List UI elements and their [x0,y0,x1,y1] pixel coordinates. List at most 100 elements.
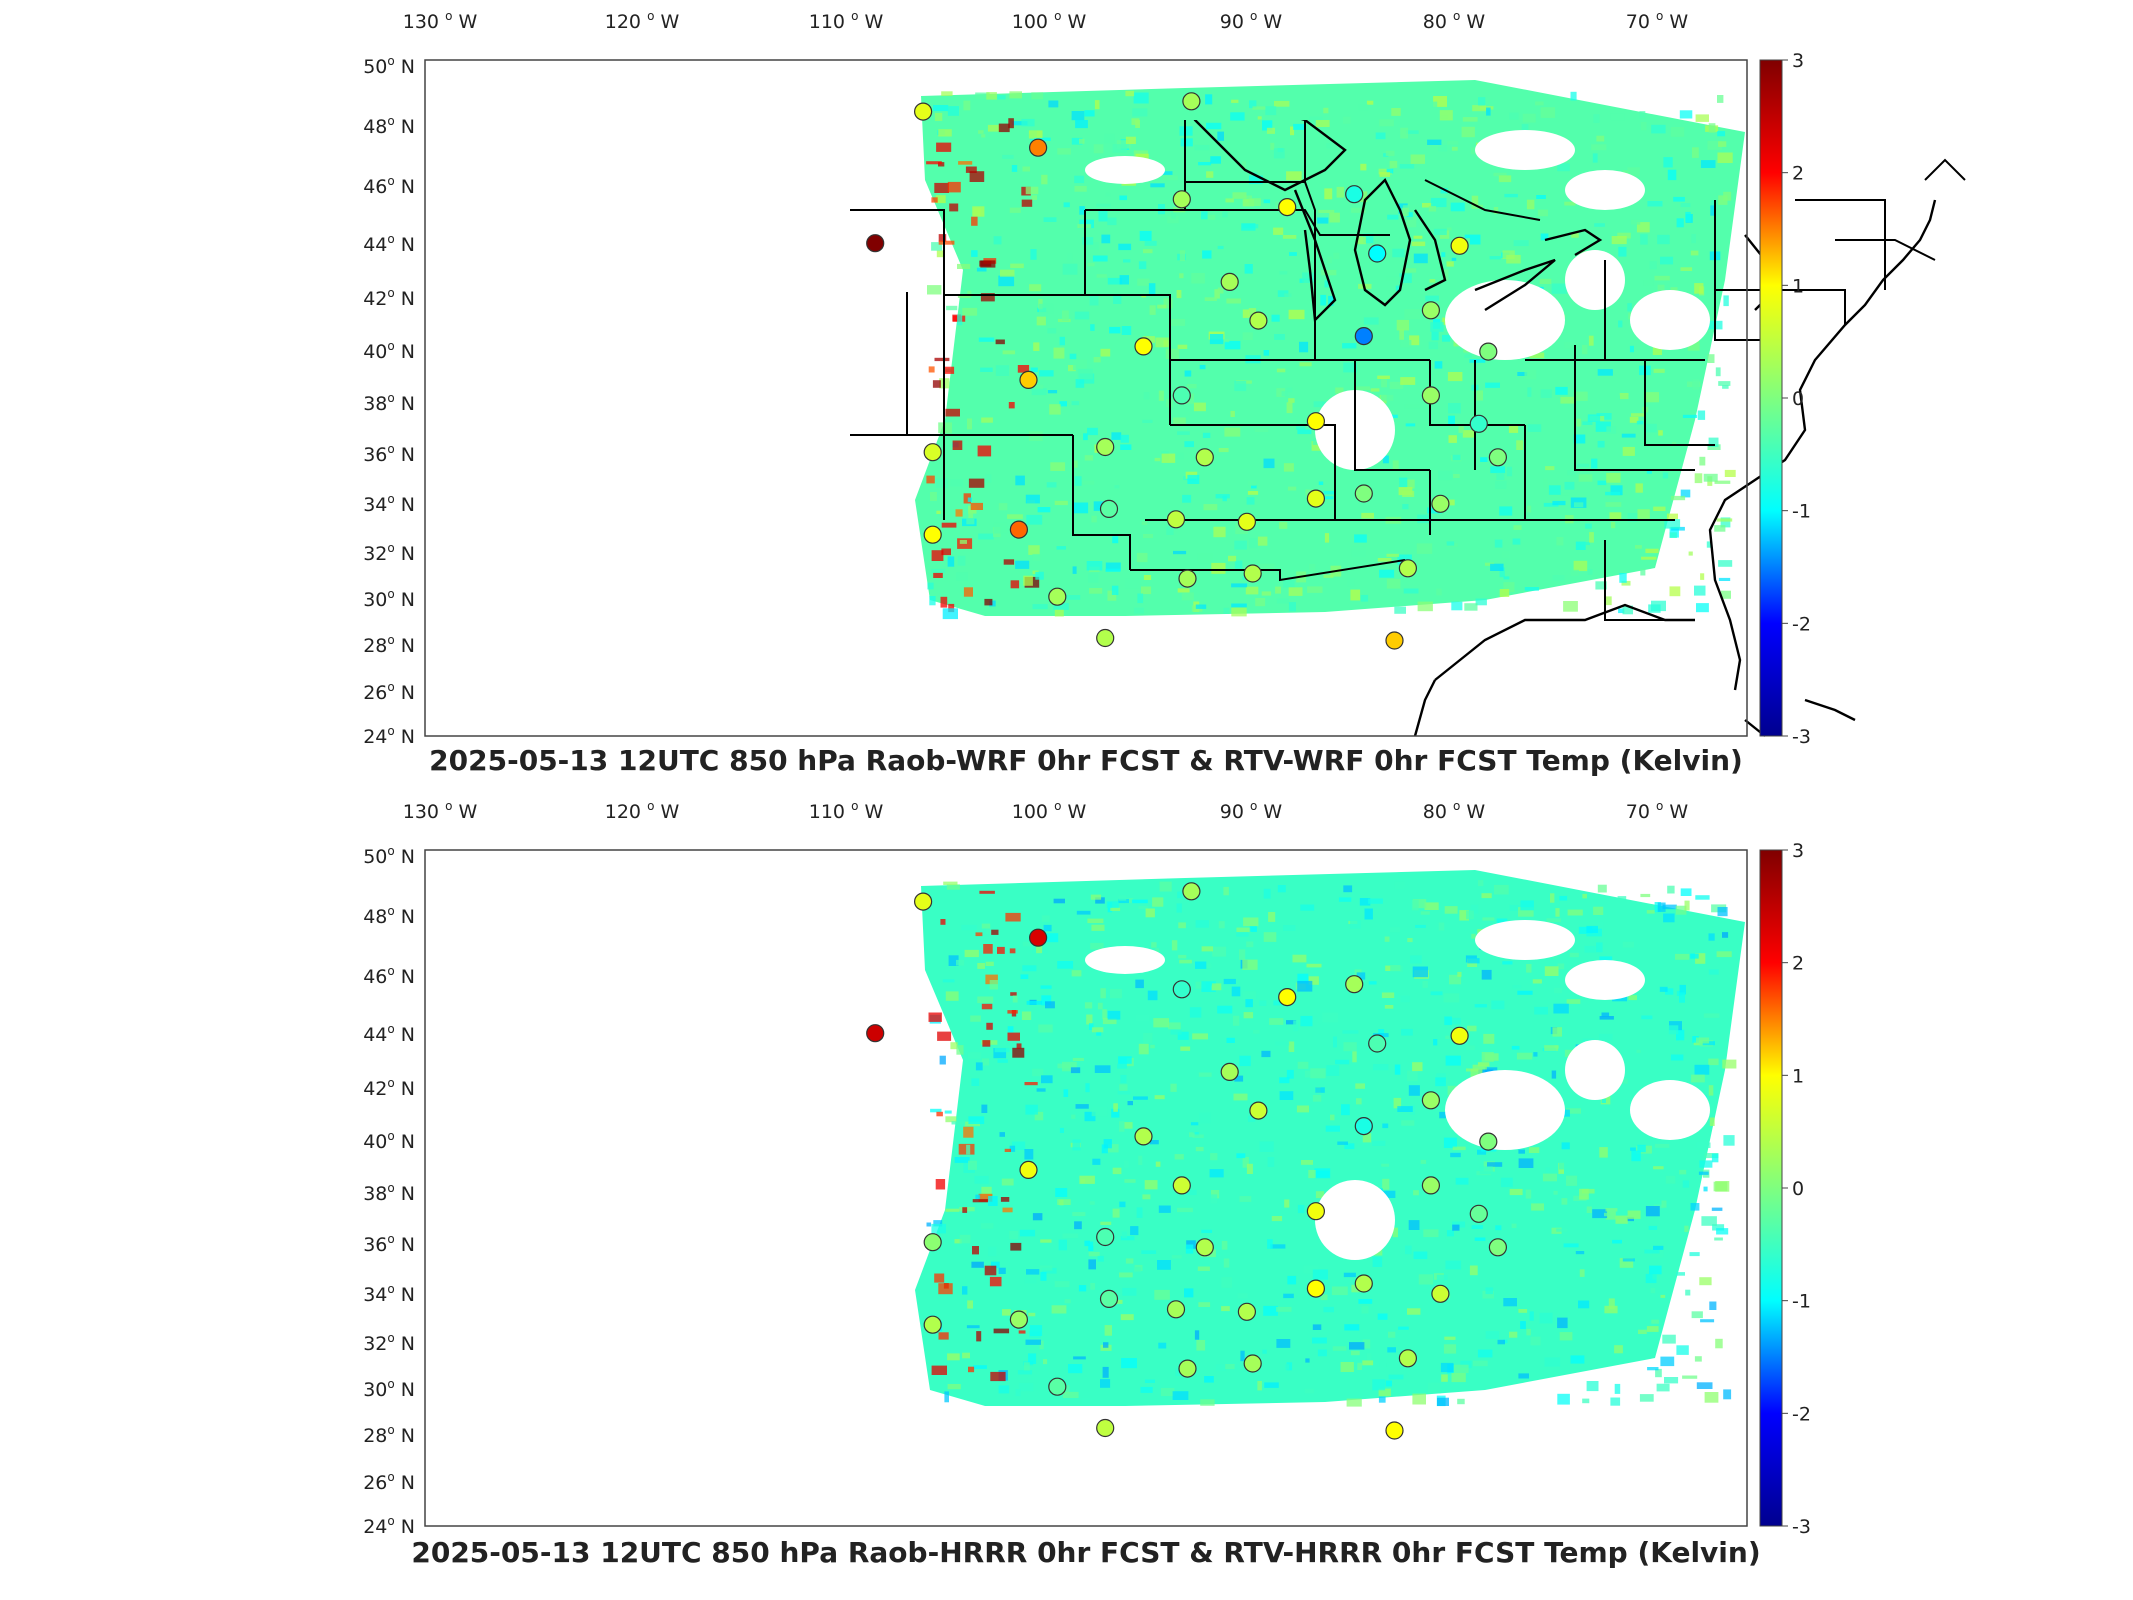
station-marker [1099,499,1119,518]
station-marker [1019,370,1038,389]
state-borders [850,120,1966,737]
lat-tick-label: 24o N [363,1514,415,1538]
colorbar [1759,59,1783,737]
station-marker [1172,190,1191,209]
station-marker [1237,1302,1257,1321]
colorbar-tick-label: 3 [1792,840,1804,862]
station-marker [866,1024,885,1043]
station-marker [923,1233,942,1252]
station-marker [1028,138,1048,157]
difference-field [915,870,1745,1407]
plot-frame [424,59,1748,737]
colorbar-tick-label: -1 [1792,501,1811,523]
station-marker [1306,489,1326,508]
station-marker [1220,1062,1239,1082]
lon-tick-label: 130 o W [403,799,478,823]
colorbar-tick-label: -1 [1792,1291,1811,1313]
station-marker [1048,1377,1067,1396]
colorbar-tick-label: 0 [1792,1178,1804,1200]
station-marker [1237,512,1257,531]
lon-tick-label: 110 o W [809,799,884,823]
lat-tick-label: 38o N [363,1181,415,1205]
lat-tick-label: 48o N [363,114,415,138]
station-marker [1009,1310,1029,1329]
difference-field [915,80,1745,620]
station-marker [1096,437,1115,457]
raob-stations [866,92,1508,650]
colorbar-tick-label: -3 [1792,1516,1811,1538]
panel-title: 2025-05-13 12UTC 850 hPa Raob-HRRR 0hr F… [411,1536,1760,1569]
station-marker [1488,448,1508,467]
raob-stations [866,882,1508,1440]
lat-tick-label: 46o N [363,174,415,198]
station-marker [923,443,942,462]
lat-tick-label: 28o N [363,633,415,657]
station-marker [1096,1227,1115,1247]
station-marker [1421,386,1441,405]
station-marker [1450,236,1469,255]
lat-tick-label: 30o N [363,1377,415,1401]
station-marker [1306,1202,1326,1221]
station-marker [1488,1238,1508,1257]
station-marker [1182,882,1201,901]
lon-tick-label: 110 o W [809,9,884,33]
station-marker [1385,631,1404,650]
station-marker [1354,1274,1373,1293]
station-marker [1019,1160,1038,1180]
station-marker [866,234,885,253]
lat-tick-label: 50o N [363,54,415,78]
station-marker [1009,520,1029,539]
lon-tick-label: 80 o W [1423,9,1486,33]
lat-tick-label: 26o N [363,1470,415,1494]
station-marker [1306,412,1326,431]
station-marker [1421,1091,1441,1110]
station-marker [1398,1349,1418,1368]
station-marker [1421,1176,1441,1195]
station-marker [923,525,942,544]
station-marker [1354,484,1373,503]
station-marker [1385,1421,1404,1440]
station-marker [1368,1034,1387,1053]
station-marker [1195,1238,1214,1257]
lat-tick-label: 44o N [363,1022,415,1046]
station-marker [1431,1284,1450,1303]
station-marker [1134,1127,1153,1146]
station-marker [1345,185,1364,204]
lon-tick-label: 90 o W [1220,9,1283,33]
colorbar-tick-label: 2 [1792,163,1804,185]
lat-tick-label: 32o N [363,541,415,565]
lat-tick-label: 46o N [363,964,415,988]
station-marker [1354,327,1373,346]
plot-frame [424,849,1748,1527]
station-marker [1278,198,1297,217]
station-marker [1306,1279,1326,1298]
station-marker [1195,448,1214,467]
lon-tick-label: 90 o W [1220,799,1283,823]
station-marker [1166,510,1186,529]
station-marker [1220,272,1239,291]
lon-tick-label: 100 o W [1012,799,1087,823]
lat-tick-label: 26o N [363,680,415,704]
station-marker [1243,1354,1262,1373]
lon-tick-label: 70 o W [1626,799,1689,823]
colorbar-tick-label: 1 [1792,1065,1804,1087]
lat-tick-label: 42o N [363,1076,415,1100]
station-marker [1096,628,1115,648]
colorbar-tick-label: -2 [1792,613,1811,635]
lat-tick-label: 34o N [363,1282,415,1306]
lat-tick-label: 34o N [363,492,415,516]
station-marker [1249,1101,1268,1120]
station-marker [1469,414,1488,433]
station-marker [1421,301,1441,320]
lon-tick-label: 130 o W [403,9,478,33]
colorbar-tick-label: 0 [1792,388,1804,410]
station-marker [1048,587,1067,606]
colorbar-tick-label: 2 [1792,953,1804,975]
lat-tick-label: 44o N [363,232,415,256]
station-marker [1178,1359,1197,1378]
station-marker [1172,980,1191,999]
colorbar-tick-label: -2 [1792,1403,1811,1425]
station-marker [1469,1204,1488,1223]
station-marker [1398,559,1418,578]
